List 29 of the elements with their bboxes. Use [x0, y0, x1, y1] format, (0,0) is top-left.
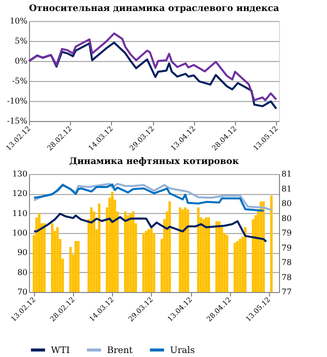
y2-tick-label: 80	[282, 214, 292, 223]
y-tick-label: -15%	[7, 116, 28, 126]
y-tick-label: 70	[17, 288, 28, 296]
y-tick-label: -10%	[7, 96, 28, 106]
y-tick-label: 80	[17, 268, 28, 277]
line-series	[33, 212, 268, 243]
y-tick-label: 5%	[14, 36, 28, 46]
y2-tick-label: 79	[282, 243, 292, 252]
y-tick-label: 10%	[10, 16, 28, 26]
y2-tick-label: 81	[282, 170, 292, 178]
y2-tick-label: 78	[282, 272, 292, 282]
y2-tick-label: 81	[282, 184, 292, 194]
y-tick-label: 0%	[14, 56, 28, 66]
y-tick-label: -5%	[12, 76, 28, 86]
legend-label: Urals	[170, 346, 196, 356]
y2-tick-label: 78	[282, 258, 292, 267]
y-tick-label: 130	[12, 170, 28, 178]
y-tick-label: 100	[12, 228, 28, 238]
line-series	[28, 32, 278, 102]
legend-label: WTI	[51, 346, 70, 356]
y2-tick-label: 77	[282, 288, 292, 296]
y-tick-label: 90	[17, 248, 28, 258]
y2-tick-label: 79	[282, 228, 292, 238]
legend-label: Brent	[107, 346, 134, 356]
chart-title: Относительная динамика отраслевого индекса	[28, 4, 280, 14]
y2-tick-label: 80	[282, 199, 292, 208]
chart-title: Динамика нефтяных котировок	[69, 157, 240, 167]
y-tick-label: 120	[12, 189, 28, 198]
y-tick-label: 110	[12, 208, 28, 218]
